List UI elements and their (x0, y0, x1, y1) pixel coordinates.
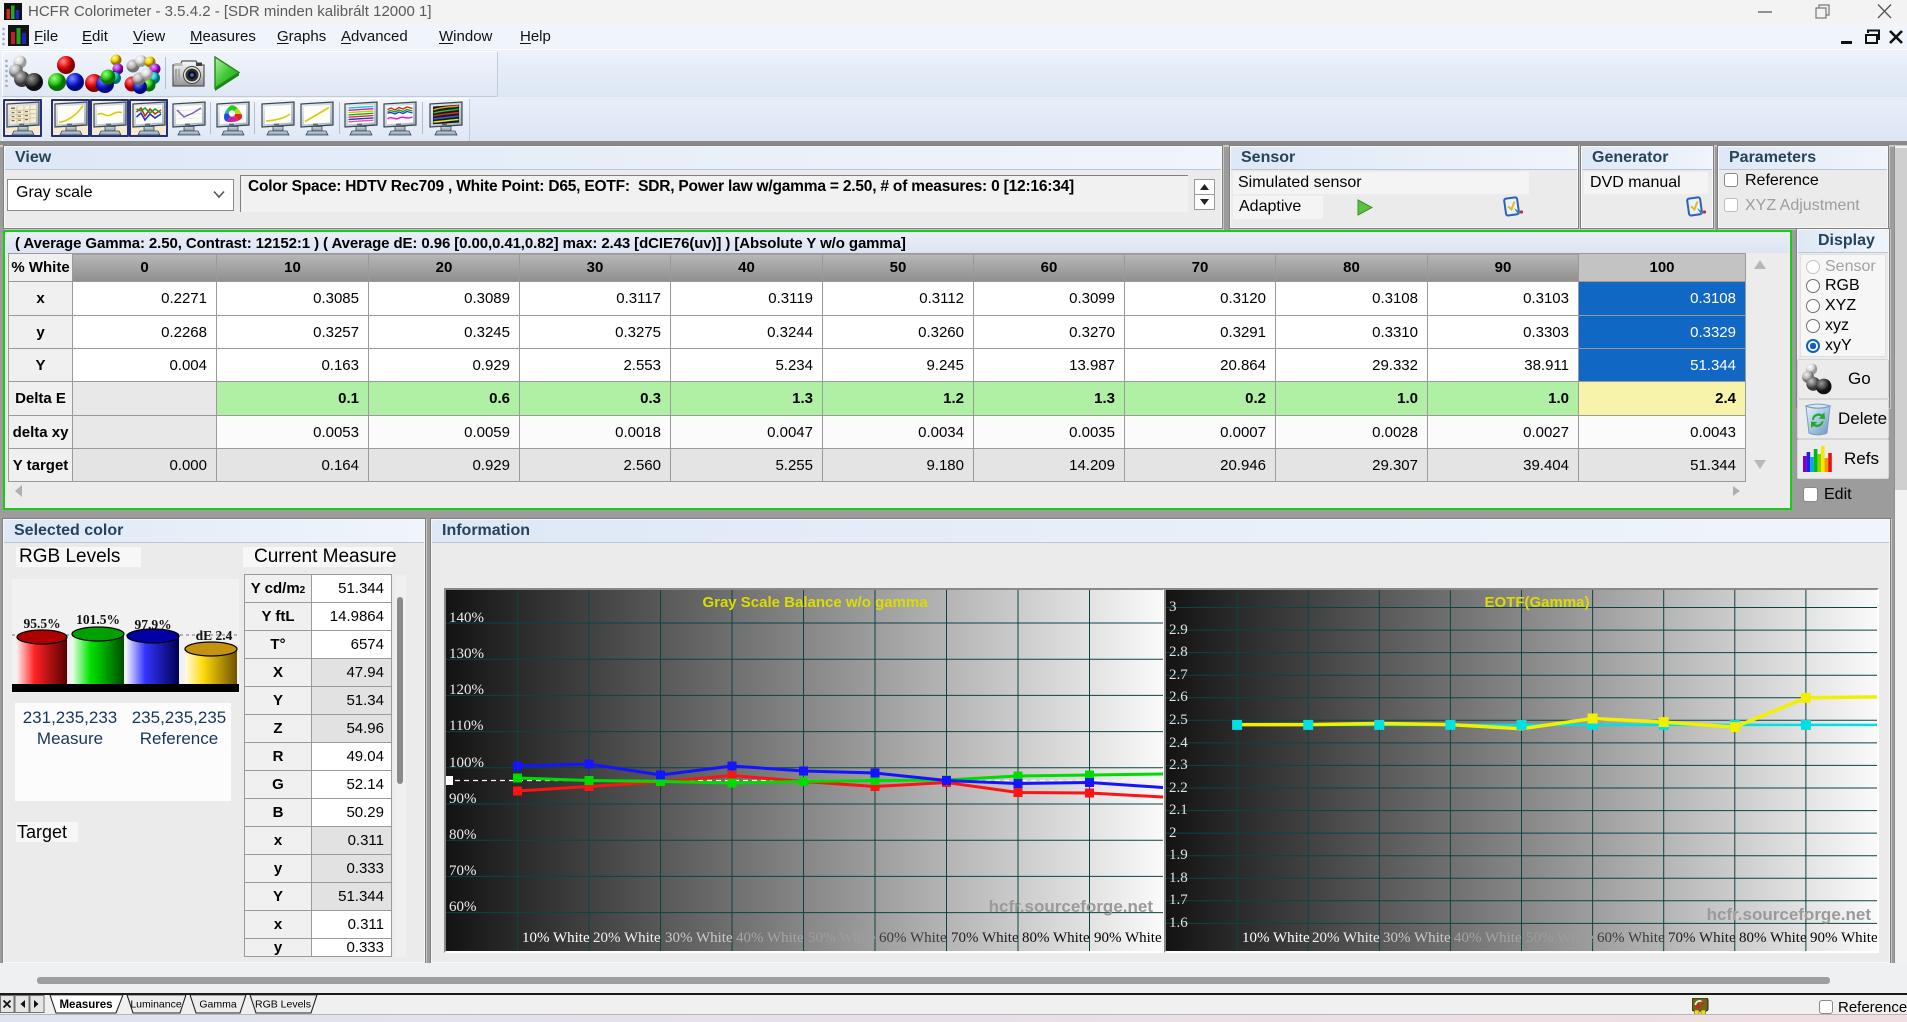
svg-text:1.7: 1.7 (1169, 892, 1188, 908)
svg-text:Measures: Measures (59, 999, 112, 1011)
svg-text:40% White: 40% White (736, 930, 804, 946)
svg-text:RGB Levels: RGB Levels (255, 999, 311, 1011)
svg-text:130%: 130% (449, 646, 484, 662)
svg-text:2.8: 2.8 (1169, 644, 1188, 660)
svg-text:20% White: 20% White (1312, 930, 1380, 946)
svg-text:70% White: 70% White (951, 930, 1019, 946)
svg-text:110%: 110% (449, 718, 483, 734)
svg-text:95.5%: 95.5% (23, 616, 60, 631)
svg-text:30% White: 30% White (665, 930, 733, 946)
svg-text:97.9%: 97.9% (134, 617, 171, 632)
svg-text:90%: 90% (449, 791, 477, 807)
svg-text:Gamma: Gamma (199, 999, 237, 1011)
svg-text:90% White: 90% White (1810, 930, 1877, 946)
svg-text:120%: 120% (449, 682, 484, 698)
svg-text:2.3: 2.3 (1169, 757, 1188, 773)
svg-text:Luminance: Luminance (130, 999, 182, 1011)
svg-text:3: 3 (1169, 599, 1177, 615)
svg-text:2.1: 2.1 (1169, 802, 1188, 818)
svg-text:10% White: 10% White (1242, 930, 1310, 946)
svg-text:20% White: 20% White (593, 930, 661, 946)
svg-text:140%: 140% (449, 610, 484, 626)
svg-text:2.4: 2.4 (1169, 735, 1188, 751)
svg-text:50% White: 50% White (808, 930, 876, 946)
svg-text:1.8: 1.8 (1169, 870, 1188, 886)
svg-text:10% White: 10% White (522, 930, 590, 946)
svg-text:70%: 70% (449, 863, 477, 879)
svg-text:1.9: 1.9 (1169, 847, 1188, 863)
svg-text:40% White: 40% White (1454, 930, 1522, 946)
svg-text:2.7: 2.7 (1169, 667, 1188, 683)
svg-text:hcfr.sourceforge.net: hcfr.sourceforge.net (1707, 905, 1872, 924)
svg-text:90% White: 90% White (1094, 930, 1162, 946)
svg-text:60%: 60% (449, 899, 477, 915)
svg-text:2.6: 2.6 (1169, 689, 1188, 705)
svg-text:2.9: 2.9 (1169, 622, 1188, 638)
svg-text:2.2: 2.2 (1169, 780, 1188, 796)
svg-text:EOTF(Gamma): EOTF(Gamma) (1484, 594, 1589, 611)
svg-text:80% White: 80% White (1022, 930, 1090, 946)
svg-text:2.5: 2.5 (1169, 712, 1188, 728)
svg-text:30% White: 30% White (1383, 930, 1451, 946)
svg-text:Gray Scale Balance w/o gamma: Gray Scale Balance w/o gamma (702, 594, 928, 611)
svg-text:50% White: 50% White (1526, 930, 1594, 946)
svg-text:101.5%: 101.5% (76, 612, 120, 627)
svg-text:80%: 80% (449, 827, 477, 843)
svg-text:dE 2.4: dE 2.4 (196, 628, 233, 643)
svg-text:60% White: 60% White (1597, 930, 1665, 946)
svg-text:100%: 100% (449, 755, 484, 771)
svg-text:2: 2 (1169, 825, 1177, 841)
svg-text:80% White: 80% White (1739, 930, 1807, 946)
svg-text:hcfr.sourceforge.net: hcfr.sourceforge.net (989, 897, 1154, 916)
svg-text:70% White: 70% White (1668, 930, 1736, 946)
svg-text:60% White: 60% White (879, 930, 947, 946)
svg-text:1.6: 1.6 (1169, 915, 1188, 931)
